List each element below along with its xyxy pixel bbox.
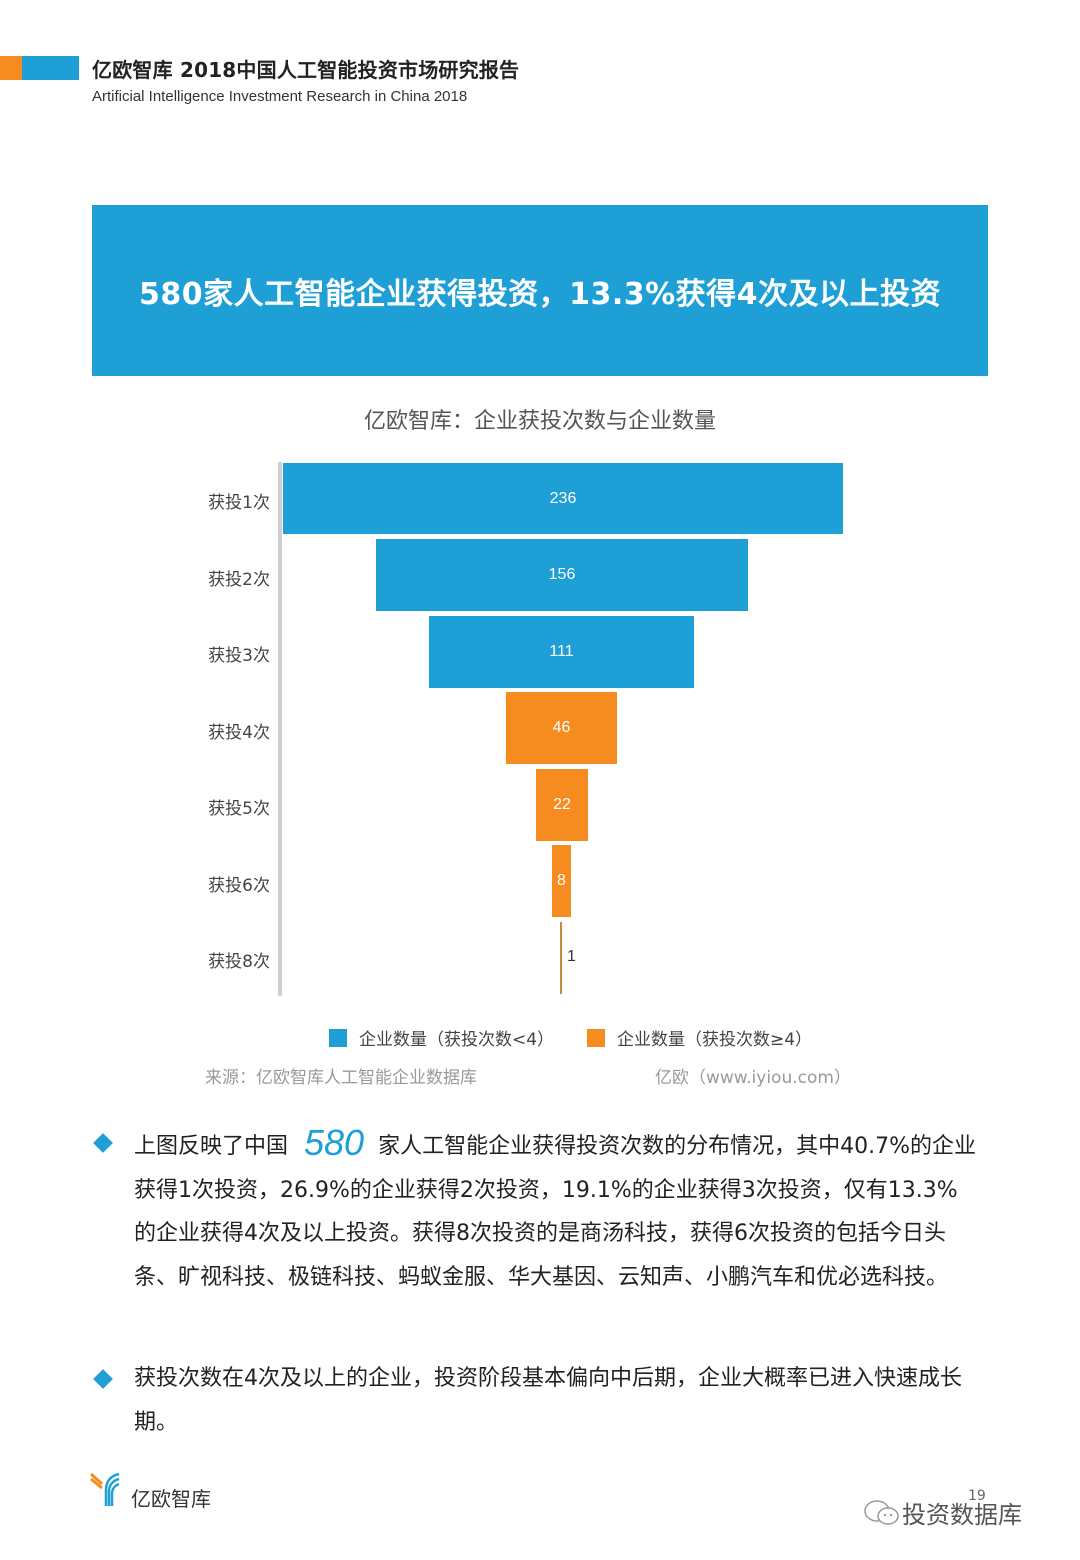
diamond-bullet-icon (93, 1369, 113, 1389)
page-number: 19 (968, 1488, 986, 1504)
category-label: 获投5次 (208, 799, 270, 819)
source-website: 亿欧（www.iyiou.com） (655, 1068, 851, 1088)
category-label: 获投3次 (208, 646, 270, 666)
header-accent-blue (22, 56, 79, 80)
legend-swatch-orange (587, 1028, 605, 1047)
source-note: 来源：亿欧智库人工智能企业数据库 (205, 1068, 477, 1088)
category-label: 获投2次 (208, 570, 270, 590)
funnel-bar-1: 236 (283, 463, 843, 534)
legend-item-blue: 企业数量（获投次数<4） (329, 1025, 554, 1050)
paragraph-1-body: 家人工智能企业获得投资次数的分布情况，其中40.7%的企业获得1次投资，26.9… (134, 1134, 976, 1290)
chart-axis (278, 462, 282, 996)
funnel-bar-7-label: 1 (567, 948, 576, 965)
category-label: 获投1次 (208, 493, 270, 513)
wechat-icon (864, 1499, 899, 1525)
watermark: 投资数据库 (862, 1495, 1022, 1530)
funnel-bar-3: 111 (429, 616, 694, 688)
funnel-bar-7 (560, 922, 562, 994)
chart-title: 亿欧智库：企业获投次数与企业数量 (363, 409, 716, 434)
category-label: 获投8次 (208, 952, 270, 972)
category-label: 获投6次 (208, 876, 270, 896)
diamond-bullet-icon (93, 1133, 113, 1153)
header-accent-orange (0, 56, 22, 80)
headline-text: 580家人工智能企业获得投资，13.3%获得4次及以上投资 (138, 276, 942, 312)
report-title: 亿欧智库 2018中国人工智能投资市场研究报告 (92, 58, 520, 82)
yiou-logo-icon (90, 1472, 120, 1506)
category-label: 获投4次 (208, 723, 270, 743)
paragraph-2: 获投次数在4次及以上的企业，投资阶段基本偏向中后期，企业大概率已进入快速成长期。 (134, 1366, 962, 1435)
report-subtitle: Artificial Intelligence Investment Resea… (92, 88, 468, 105)
headline-banner: 580家人工智能企业获得投资，13.3%获得4次及以上投资 (92, 205, 988, 376)
legend-label: 企业数量（获投次数≥4） (617, 1030, 813, 1050)
legend-label: 企业数量（获投次数<4） (359, 1030, 555, 1050)
funnel-bar-5: 22 (536, 769, 588, 841)
footer-logo-text: 亿欧智库 (131, 1487, 211, 1511)
funnel-bar-4: 46 (506, 692, 617, 764)
paragraph-1-lead: 上图反映了中国 (134, 1134, 289, 1159)
paragraph-1: 上图反映了中国 580 家人工智能企业获得投资次数的分布情况，其中40.7%的企业获… (134, 1121, 979, 1299)
highlight-number: 580 (304, 1122, 365, 1163)
legend-item-orange: 企业数量（获投次数≥4） (587, 1025, 812, 1050)
funnel-bar-6: 8 (552, 845, 571, 917)
funnel-bar-2: 156 (376, 539, 748, 611)
legend-swatch-blue (329, 1028, 347, 1047)
watermark-text: 投资数据库 (902, 1501, 1022, 1529)
